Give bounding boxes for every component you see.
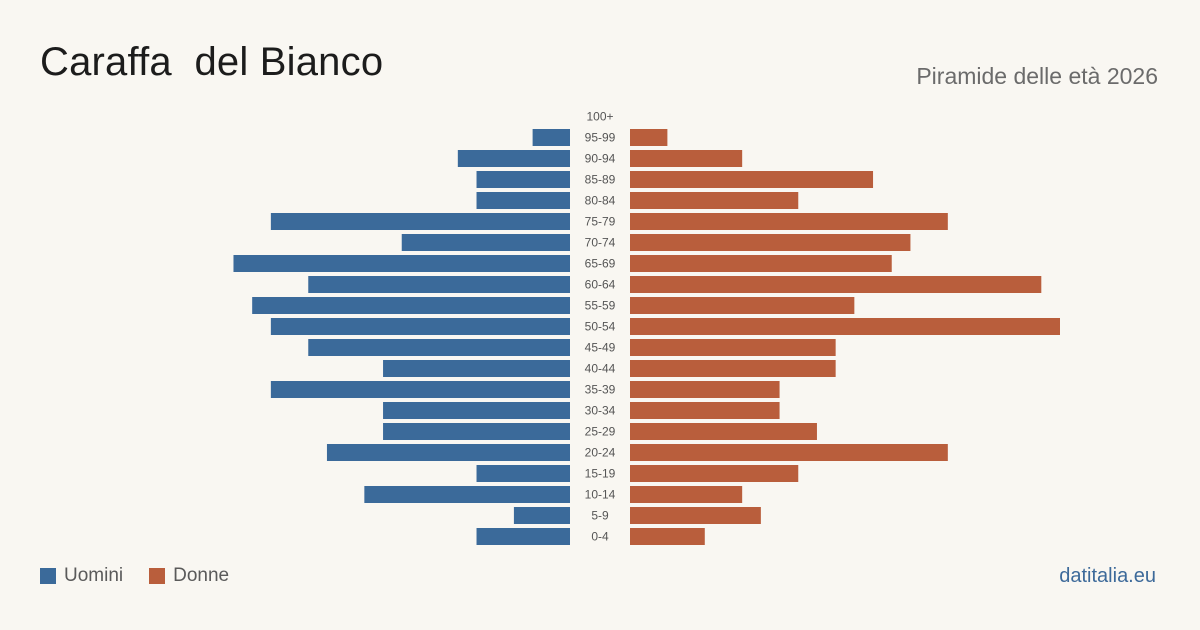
bar-men-0-4 xyxy=(476,528,570,545)
bar-men-50-54 xyxy=(270,318,570,335)
legend-swatch-men xyxy=(40,568,56,584)
legend-item-men: Uomini xyxy=(40,565,123,587)
bar-women-90-94 xyxy=(630,150,743,167)
bar-men-25-29 xyxy=(383,423,570,440)
page-title: Caraffa del Bianco xyxy=(40,40,384,84)
age-label-40-44: 40-44 xyxy=(585,362,616,376)
bar-women-20-24 xyxy=(630,444,948,461)
bar-women-55-59 xyxy=(630,297,855,314)
bar-men-20-24 xyxy=(326,444,570,461)
legend-label-men: Uomini xyxy=(64,565,124,586)
bar-women-5-9 xyxy=(630,507,761,524)
bar-men-80-84 xyxy=(476,192,570,209)
age-label-45-49: 45-49 xyxy=(585,341,616,355)
age-label-35-39: 35-39 xyxy=(585,383,616,397)
age-label-80-84: 80-84 xyxy=(585,194,616,208)
age-label-70-74: 70-74 xyxy=(585,236,616,250)
bar-men-60-64 xyxy=(308,276,570,293)
age-label-65-69: 65-69 xyxy=(585,257,616,271)
age-label-90-94: 90-94 xyxy=(585,152,616,166)
bar-women-60-64 xyxy=(630,276,1042,293)
bar-women-10-14 xyxy=(630,486,743,503)
age-label-25-29: 25-29 xyxy=(585,425,616,439)
bar-women-65-69 xyxy=(630,255,892,272)
bar-women-25-29 xyxy=(630,423,817,440)
bar-women-30-34 xyxy=(630,402,780,419)
bar-women-75-79 xyxy=(630,213,948,230)
age-label-10-14: 10-14 xyxy=(585,488,616,502)
age-label-15-19: 15-19 xyxy=(585,467,616,481)
bar-men-65-69 xyxy=(233,255,570,272)
bar-men-85-89 xyxy=(476,171,570,188)
bar-women-45-49 xyxy=(630,339,836,356)
legend-item-women: Donne xyxy=(149,565,229,587)
bar-men-90-94 xyxy=(457,150,570,167)
bar-women-80-84 xyxy=(630,192,799,209)
bar-men-55-59 xyxy=(252,297,570,314)
bar-men-75-79 xyxy=(270,213,570,230)
bar-women-85-89 xyxy=(630,171,874,188)
bar-men-35-39 xyxy=(270,381,570,398)
age-label-75-79: 75-79 xyxy=(585,215,616,229)
bar-women-35-39 xyxy=(630,381,780,398)
bar-men-30-34 xyxy=(383,402,570,419)
age-label-30-34: 30-34 xyxy=(585,404,616,418)
age-label-20-24: 20-24 xyxy=(585,446,616,460)
bar-men-10-14 xyxy=(364,486,570,503)
legend-swatch-women xyxy=(149,568,166,584)
age-label-60-64: 60-64 xyxy=(585,278,616,292)
bar-women-70-74 xyxy=(630,234,911,251)
bar-women-95-99 xyxy=(630,129,668,146)
bar-women-0-4 xyxy=(630,528,705,545)
age-label-5-9: 5-9 xyxy=(591,509,609,523)
bar-women-40-44 xyxy=(630,360,836,377)
bar-men-95-99 xyxy=(532,129,570,146)
bar-men-70-74 xyxy=(401,234,570,251)
bar-men-15-19 xyxy=(476,465,570,482)
age-label-100+: 100+ xyxy=(586,110,613,124)
age-label-95-99: 95-99 xyxy=(585,131,616,145)
age-label-50-54: 50-54 xyxy=(585,320,616,334)
legend: Uomini Donne xyxy=(40,565,255,587)
age-label-55-59: 55-59 xyxy=(585,299,616,313)
chart-subtitle: Piramide delle età 2026 xyxy=(916,63,1158,89)
bar-men-5-9 xyxy=(513,507,570,524)
age-label-0-4: 0-4 xyxy=(591,530,609,544)
bar-men-45-49 xyxy=(308,339,570,356)
bar-men-40-44 xyxy=(383,360,570,377)
source-link[interactable]: datitalia.eu xyxy=(1059,565,1156,587)
bar-women-15-19 xyxy=(630,465,799,482)
bar-women-50-54 xyxy=(630,318,1060,335)
age-label-85-89: 85-89 xyxy=(585,173,616,187)
legend-label-women: Donne xyxy=(173,565,230,586)
